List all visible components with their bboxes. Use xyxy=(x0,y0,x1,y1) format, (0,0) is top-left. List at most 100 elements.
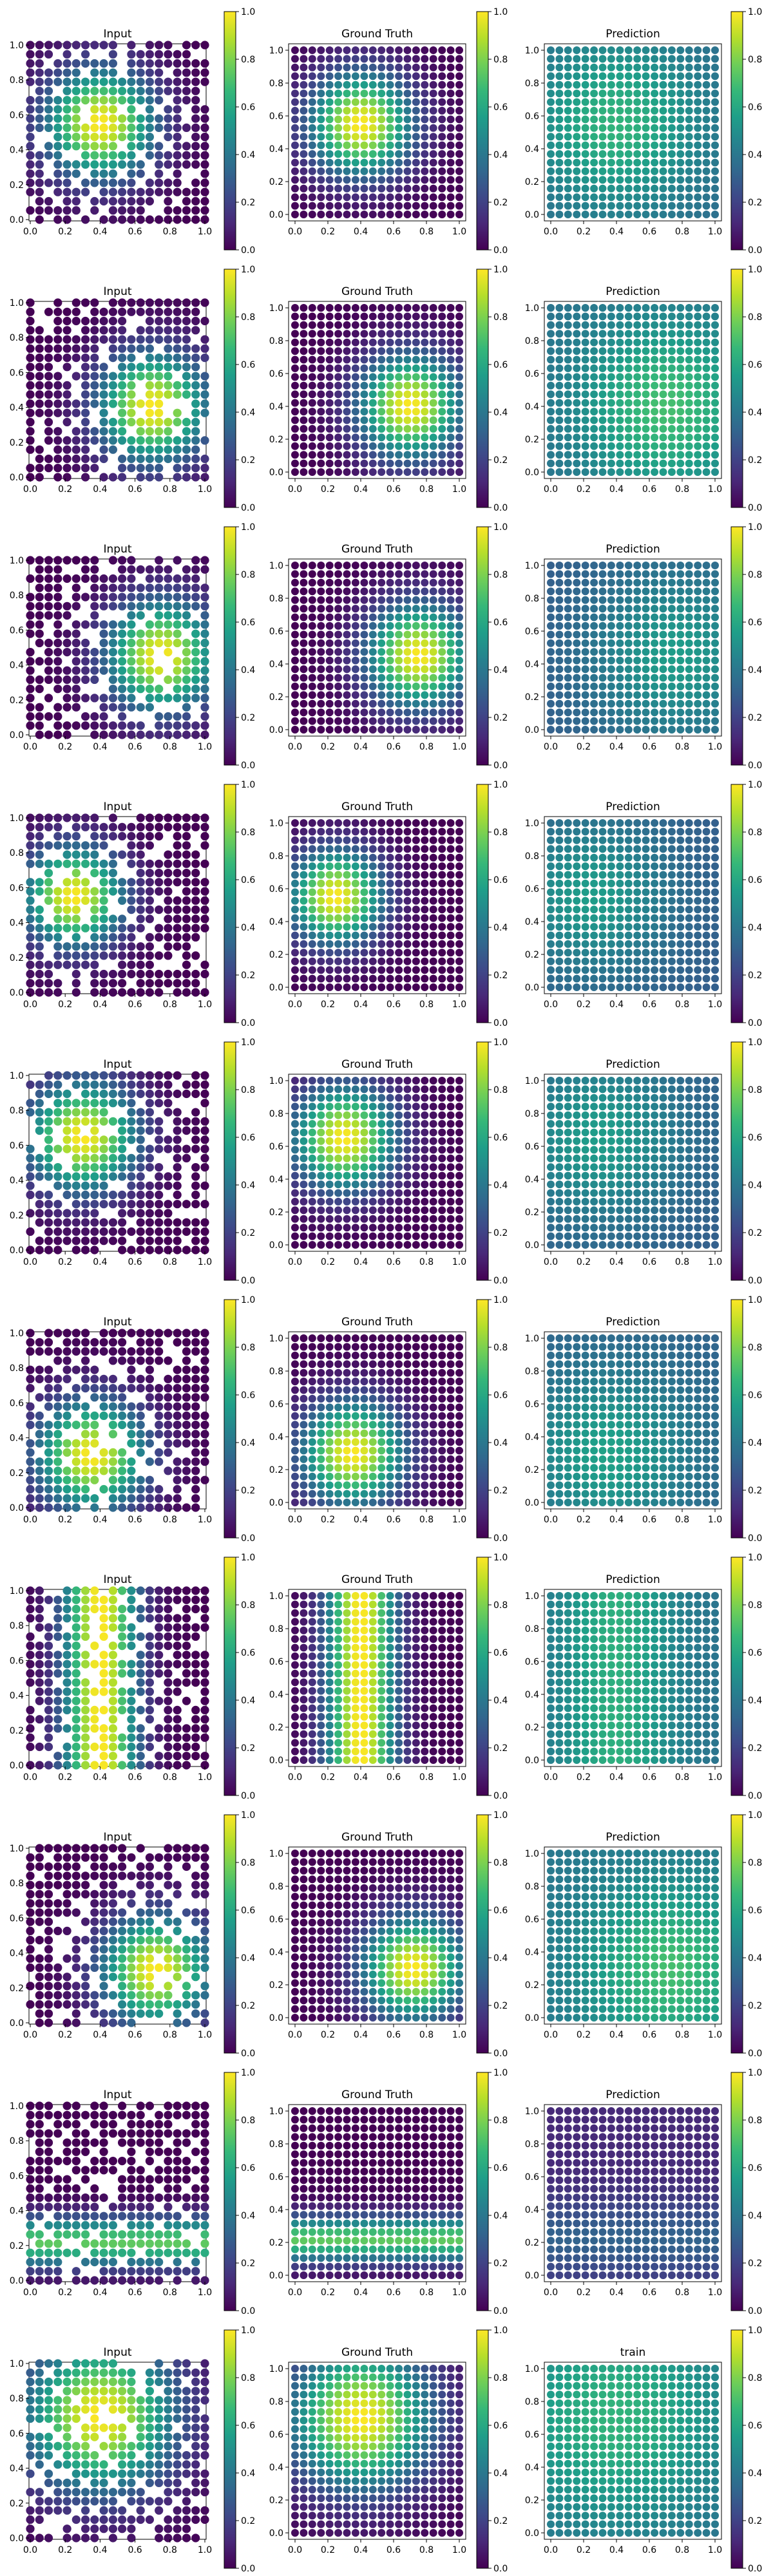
point xyxy=(325,399,334,407)
point xyxy=(155,905,164,914)
point xyxy=(455,433,463,442)
point xyxy=(581,630,589,639)
point xyxy=(581,596,589,604)
point xyxy=(377,605,386,613)
point xyxy=(616,931,624,940)
point xyxy=(667,957,676,965)
point xyxy=(343,399,351,407)
point xyxy=(145,215,154,224)
point xyxy=(651,605,659,613)
x-tick-label: 0.8 xyxy=(675,742,689,752)
point xyxy=(300,949,308,957)
point xyxy=(547,106,555,115)
point xyxy=(711,115,719,124)
point xyxy=(351,596,359,604)
x-tick-label: 0.0 xyxy=(23,999,37,1010)
point xyxy=(300,682,308,690)
point xyxy=(72,160,81,169)
point xyxy=(429,949,437,957)
point xyxy=(182,363,191,372)
point xyxy=(581,330,589,338)
point xyxy=(395,373,403,381)
point xyxy=(118,685,127,694)
point xyxy=(81,142,90,151)
point xyxy=(300,587,308,596)
point xyxy=(377,468,386,476)
colorbar: 0.00.20.40.60.81.0 xyxy=(224,7,255,256)
point xyxy=(368,90,377,98)
point xyxy=(685,888,693,896)
point xyxy=(191,417,200,427)
point xyxy=(145,813,154,822)
point xyxy=(711,630,719,639)
point xyxy=(300,459,308,468)
point xyxy=(351,871,359,879)
point xyxy=(72,822,81,831)
point xyxy=(564,150,572,158)
point xyxy=(694,853,702,862)
point xyxy=(72,464,81,473)
point xyxy=(291,596,299,604)
point xyxy=(455,621,463,630)
point xyxy=(334,330,343,338)
point xyxy=(590,106,598,115)
point xyxy=(590,879,598,887)
point xyxy=(368,304,377,312)
point xyxy=(62,464,72,473)
point xyxy=(590,862,598,871)
point xyxy=(685,587,693,596)
point xyxy=(325,150,334,158)
point xyxy=(667,330,676,338)
point xyxy=(607,605,615,613)
point xyxy=(659,150,667,158)
point xyxy=(35,114,44,123)
point xyxy=(455,587,463,596)
point xyxy=(598,656,607,665)
point xyxy=(351,983,359,991)
point xyxy=(99,381,108,390)
point xyxy=(395,888,403,896)
point xyxy=(446,974,455,983)
point xyxy=(598,587,607,596)
x-tick-label: 0.2 xyxy=(321,999,335,1010)
point xyxy=(118,326,127,335)
point xyxy=(351,355,359,364)
point xyxy=(26,556,35,565)
point xyxy=(581,373,589,381)
point xyxy=(72,905,81,914)
point xyxy=(44,142,53,151)
point xyxy=(651,115,659,124)
point xyxy=(291,330,299,338)
point xyxy=(616,596,624,604)
point xyxy=(145,427,154,436)
point xyxy=(377,193,386,202)
point xyxy=(145,372,154,381)
point xyxy=(26,574,35,583)
panel-r3-c1: Input0.00.00.20.20.40.40.60.60.80.81.01.… xyxy=(10,522,256,771)
point xyxy=(200,712,209,721)
point xyxy=(598,699,607,708)
point xyxy=(651,819,659,827)
point xyxy=(581,98,589,106)
point xyxy=(624,726,633,734)
point xyxy=(351,914,359,922)
point xyxy=(173,831,182,841)
point xyxy=(711,347,719,355)
point xyxy=(99,933,108,942)
point xyxy=(711,621,719,630)
point xyxy=(35,822,44,831)
point xyxy=(651,896,659,905)
point xyxy=(685,905,693,914)
point xyxy=(81,473,90,482)
point xyxy=(403,699,412,708)
point xyxy=(191,187,200,196)
point xyxy=(446,90,455,98)
point xyxy=(429,828,437,836)
point xyxy=(633,726,642,734)
point xyxy=(155,335,164,344)
point xyxy=(633,682,642,690)
point xyxy=(90,822,99,831)
point xyxy=(325,133,334,141)
point xyxy=(386,390,394,399)
point xyxy=(598,957,607,965)
